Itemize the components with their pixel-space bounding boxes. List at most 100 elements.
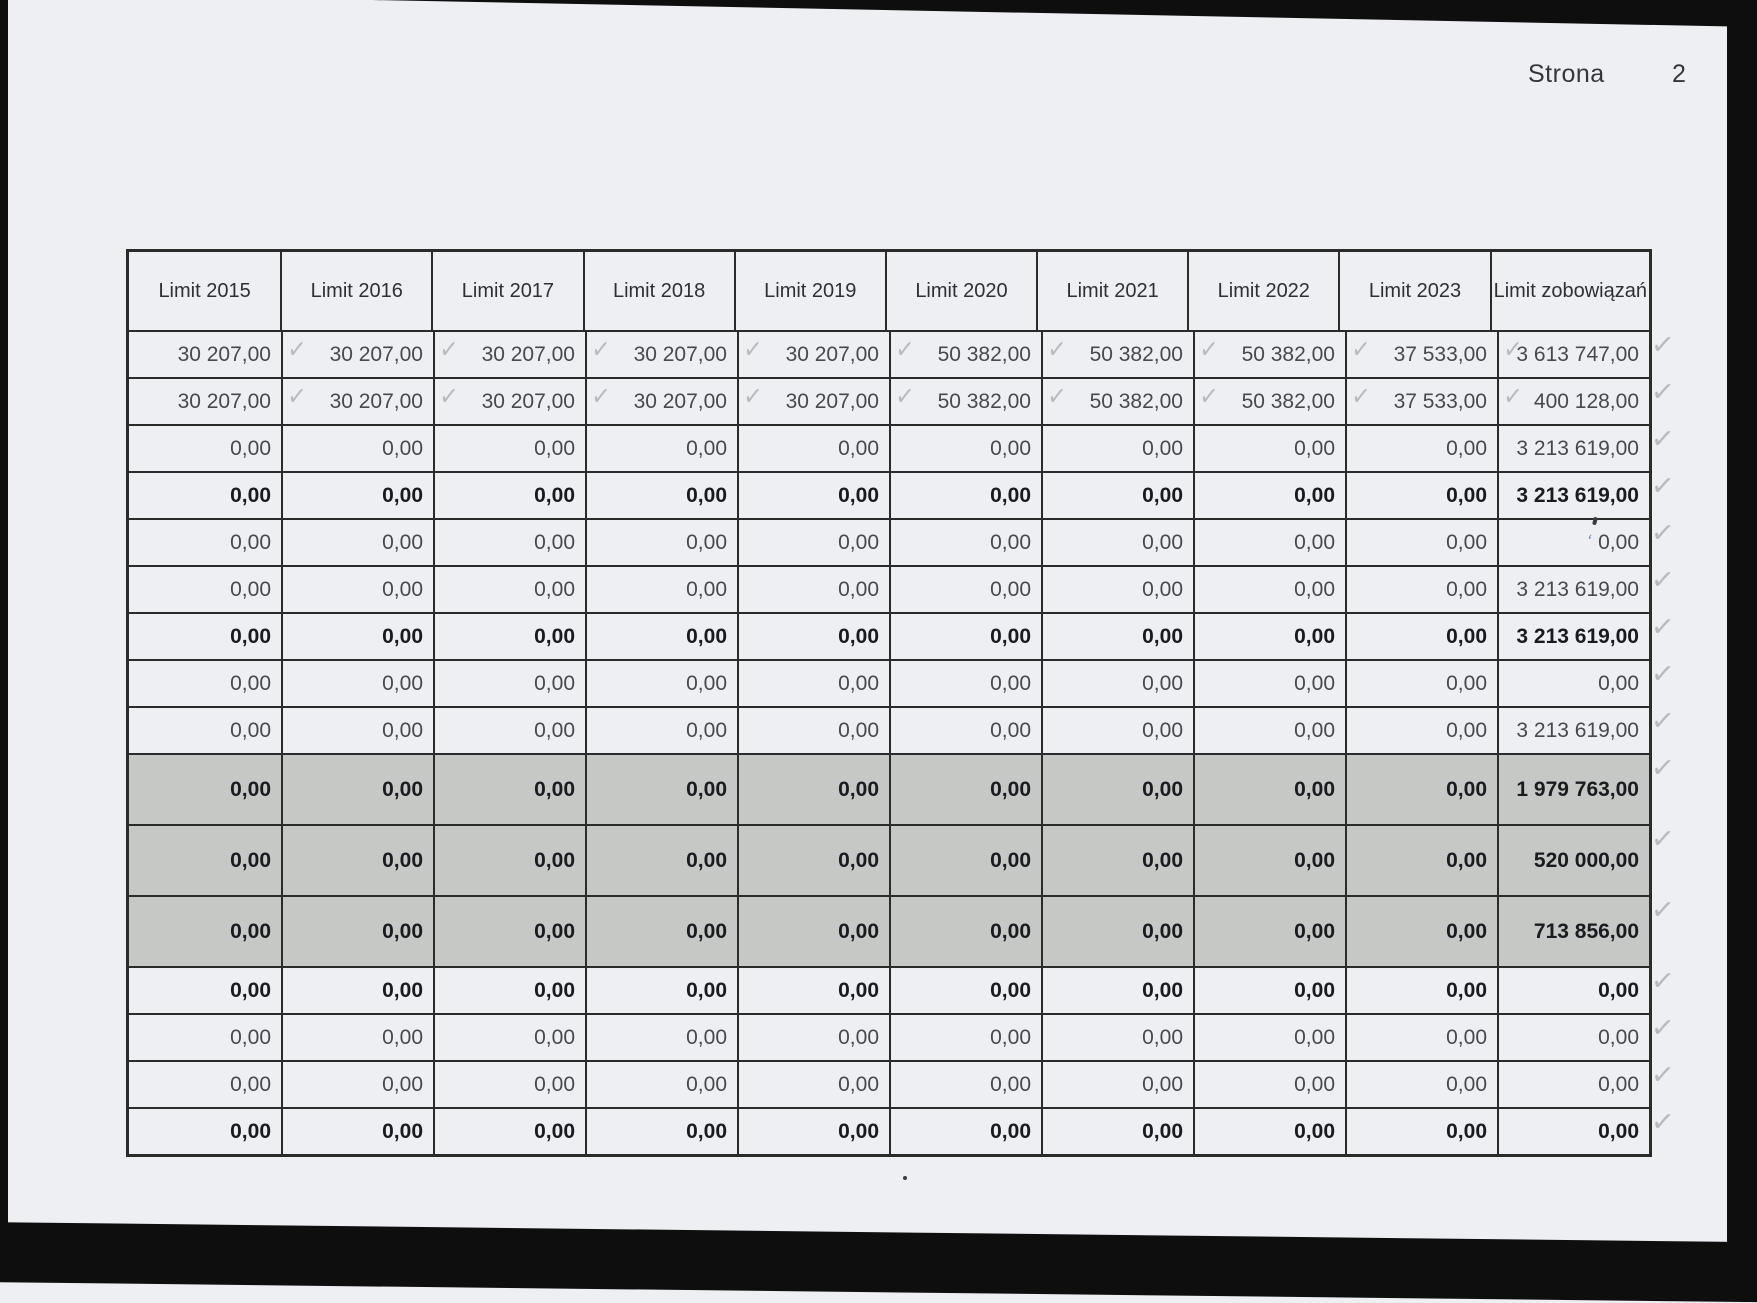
value-cell: 0,00 — [129, 1109, 281, 1154]
cell-value: 0,00 — [534, 777, 575, 801]
pencil-check-icon: ✓ — [1649, 515, 1677, 550]
cell-value: 713 856,00 — [1533, 919, 1639, 943]
cell-value: 3 213 619,00 — [1516, 718, 1639, 742]
cell-value: 3 213 619,00 — [1516, 483, 1639, 507]
value-cell: 0,00 — [281, 755, 433, 824]
value-cell: 0,00 — [585, 826, 737, 895]
cell-value: 1 979 763,00 — [1516, 777, 1639, 801]
value-cell: ✓ 400 128,00 — [1497, 379, 1649, 424]
cell-value: 50 382,00 — [1241, 389, 1335, 413]
value-cell: 3 213 619,00 — [1497, 567, 1649, 612]
pencil-check-icon: ✓ — [1649, 892, 1677, 927]
cell-value: 0,00 — [382, 919, 423, 943]
value-cell: 0,00 — [889, 897, 1041, 966]
pencil-check-icon: ✓ — [1649, 468, 1677, 503]
pencil-check-icon: ✓ — [1649, 1104, 1677, 1139]
value-cell: 0,00 — [737, 473, 889, 518]
value-cell: 0,00 — [433, 426, 585, 471]
cell-value: 30 207,00 — [633, 342, 727, 366]
cell-value: 0,00 — [1142, 777, 1183, 801]
value-cell: 0,00 — [281, 1062, 433, 1107]
value-cell: ✓ 37 533,00 — [1345, 332, 1497, 377]
cell-value: 0,00 — [990, 577, 1031, 601]
value-cell: 0,00 — [1041, 968, 1193, 1013]
cell-value: 0,00 — [1294, 530, 1335, 554]
blue-pen-mark: ʻ — [1582, 531, 1594, 553]
value-cell: 0,00 — [281, 567, 433, 612]
value-cell: 0,00 — [281, 826, 433, 895]
pencil-check-icon: ✓ — [1649, 656, 1677, 691]
value-cell: ✓ 50 382,00 — [1193, 379, 1345, 424]
value-cell: 3 213 619,00 — [1497, 473, 1649, 518]
cell-value: 0,00 — [382, 436, 423, 460]
value-cell: 0,00 — [1345, 897, 1497, 966]
value-cell: ✓ 50 382,00 — [1193, 332, 1345, 377]
cell-value: 3 213 619,00 — [1516, 577, 1639, 601]
value-cell: 0,00 — [737, 614, 889, 659]
cell-value: 3 213 619,00 — [1516, 624, 1639, 648]
value-cell: 0,00 — [1041, 426, 1193, 471]
cell-value: 50 382,00 — [1089, 389, 1183, 413]
value-cell: 0,00 — [585, 661, 737, 706]
table-row: 0,00 0,00 0,00 0,00 0,00 0,00 0,00 0,00 0,00 713 … — [129, 893, 1676, 966]
pencil-check-icon: ✓ — [590, 332, 612, 366]
cell-value: 0,00 — [1446, 577, 1487, 601]
pencil-check-icon: ✓ — [894, 332, 916, 366]
value-cell: 0,00 — [889, 1015, 1041, 1060]
cell-value: 0,00 — [230, 919, 271, 943]
value-cell: 0,00 — [1345, 1015, 1497, 1060]
value-cell: 0,00 — [585, 473, 737, 518]
value-cell: 0,00 — [129, 614, 281, 659]
cell-value: 0,00 — [534, 848, 575, 872]
value-cell: 0,00 — [1193, 1109, 1345, 1154]
value-cell: 0,00 — [129, 826, 281, 895]
cell-value: 0,00 — [1446, 436, 1487, 460]
scan-edge-right — [1727, 0, 1757, 1250]
cell-value: 0,00 — [534, 1072, 575, 1096]
scan-edge-top — [372, 0, 1757, 27]
cell-value: 0,00 — [1142, 624, 1183, 648]
pencil-check-icon: ✓ — [742, 379, 764, 413]
value-cell: 0,00 — [1041, 826, 1193, 895]
cell-value: 0,00 — [230, 1072, 271, 1096]
value-cell: 0,00 — [585, 1015, 737, 1060]
cell-value: 0,00 — [1446, 777, 1487, 801]
cell-value: 0,00 — [1294, 1025, 1335, 1049]
value-cell: 0,00 — [129, 567, 281, 612]
cell-value: 0,00 — [1142, 978, 1183, 1002]
value-cell: 0,00 — [1193, 1062, 1345, 1107]
value-cell: 0,00 — [1497, 1062, 1649, 1107]
column-header: Limit 2020 — [884, 252, 1036, 330]
cell-value: 50 382,00 — [937, 342, 1031, 366]
cell-value: 400 128,00 — [1533, 389, 1639, 413]
cell-value: 0,00 — [230, 718, 271, 742]
value-cell: 0,00 — [433, 755, 585, 824]
value-cell: 0,00 — [433, 614, 585, 659]
cell-value: 0,00 — [686, 718, 727, 742]
value-cell: 0,00 — [281, 473, 433, 518]
cell-value: 0,00 — [230, 1025, 271, 1049]
value-cell: 0,00 — [129, 1062, 281, 1107]
cell-value: 0,00 — [1142, 919, 1183, 943]
value-cell: 0,00 — [737, 708, 889, 753]
cell-value: 0,00 — [1446, 483, 1487, 507]
pencil-check-icon: ✓ — [1649, 327, 1677, 362]
pencil-check-icon: ✓ — [1649, 750, 1677, 785]
value-cell: 0,00 — [1041, 614, 1193, 659]
cell-value: 3 613 747,00 — [1516, 342, 1639, 366]
value-cell: 0,00 — [281, 661, 433, 706]
value-cell: 0,00 — [737, 567, 889, 612]
cell-value: 0,00 — [382, 718, 423, 742]
value-cell: 713 856,00 — [1497, 897, 1649, 966]
cell-value: 30 207,00 — [785, 389, 879, 413]
cell-value: 0,00 — [838, 978, 879, 1002]
value-cell: 0,00 — [737, 661, 889, 706]
pencil-check-icon: ✓ — [1649, 1057, 1677, 1092]
value-cell: 0,00 — [129, 1015, 281, 1060]
value-cell: 0,00 — [1193, 567, 1345, 612]
cell-value: 0,00 — [382, 1072, 423, 1096]
value-cell: 0,00 — [129, 897, 281, 966]
column-header: Limit 2021 — [1036, 252, 1187, 330]
pencil-check-icon: ✓ — [894, 379, 916, 413]
